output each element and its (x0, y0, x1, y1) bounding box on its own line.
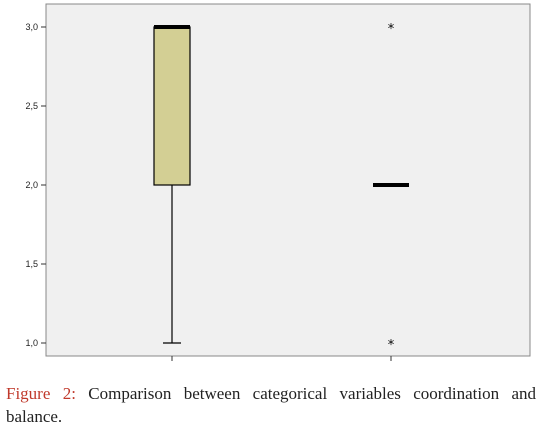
figure-caption: Figure 2: Comparison between categorical… (6, 382, 536, 428)
caption-label: Figure 2: (6, 384, 76, 403)
y-tick-label: 2,0 (25, 180, 38, 190)
caption-text: Comparison between categorical variables… (6, 384, 536, 426)
y-tick-label: 1,5 (25, 259, 38, 269)
y-tick-label: 2,5 (25, 101, 38, 111)
outlier-marker: * (388, 338, 395, 353)
box-plot: 1,0 1,5 2,0 2,5 3,0 * * (25, 3, 531, 361)
y-tick-label: 3,0 (25, 22, 38, 32)
box (153, 26, 191, 186)
outlier-marker: * (388, 22, 395, 37)
y-tick-label: 1,0 (25, 338, 38, 348)
plot-area (45, 3, 531, 357)
